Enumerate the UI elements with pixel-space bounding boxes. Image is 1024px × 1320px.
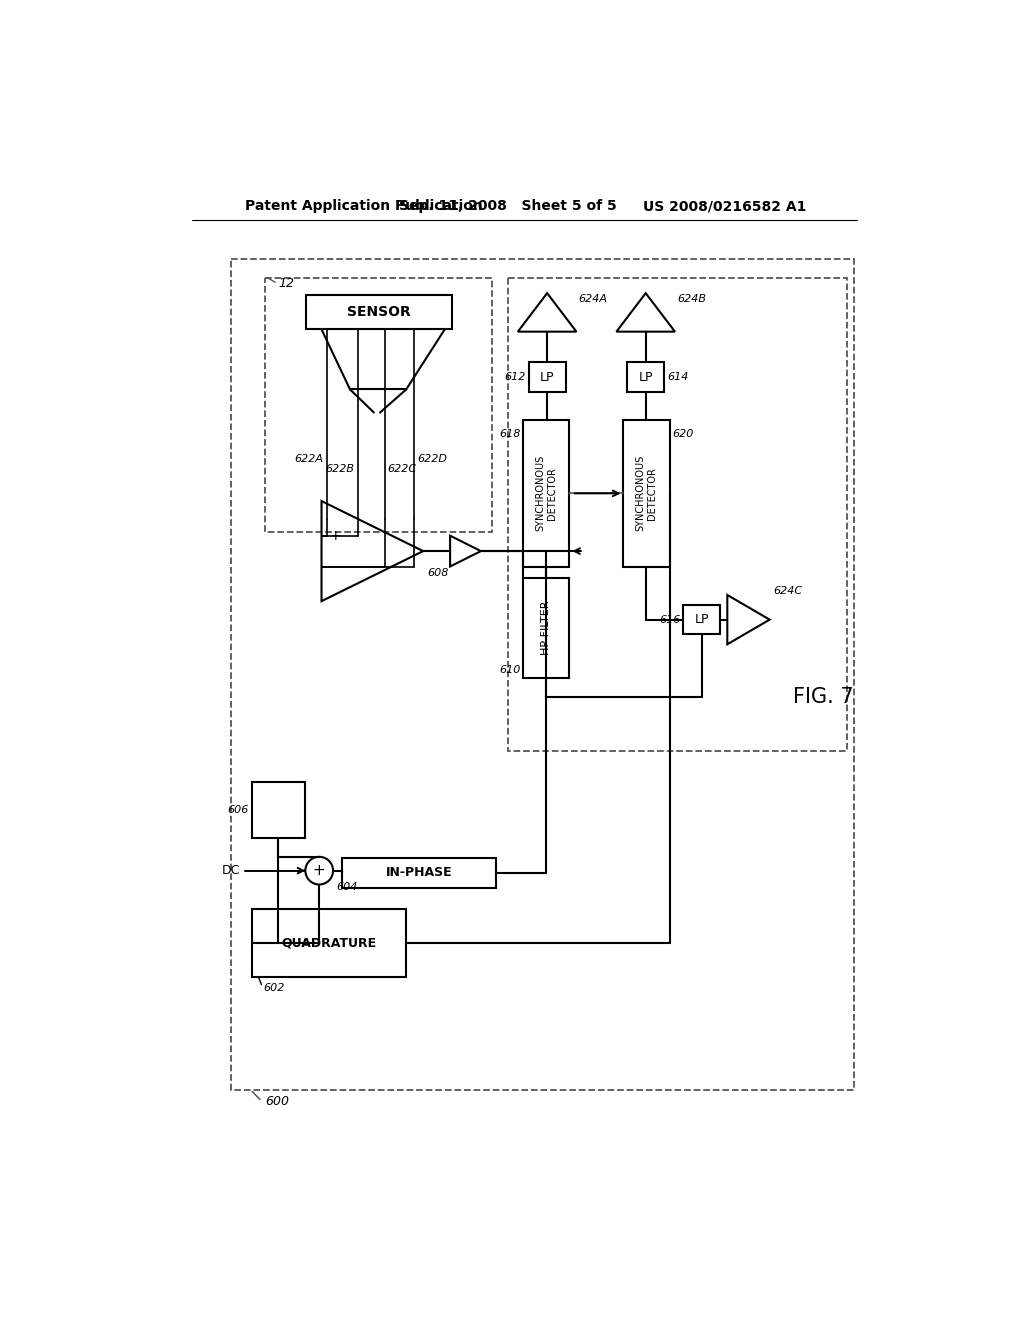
Text: IN-PHASE: IN-PHASE xyxy=(386,866,453,879)
Text: Sep. 11, 2008   Sheet 5 of 5: Sep. 11, 2008 Sheet 5 of 5 xyxy=(399,199,616,213)
Text: 624A: 624A xyxy=(579,294,607,305)
Text: 624C: 624C xyxy=(773,586,803,597)
Text: 610: 610 xyxy=(499,665,520,676)
Text: 602: 602 xyxy=(264,982,285,993)
Text: 604: 604 xyxy=(336,882,357,892)
FancyBboxPatch shape xyxy=(523,420,569,566)
FancyBboxPatch shape xyxy=(252,781,304,837)
Text: FIG. 7: FIG. 7 xyxy=(793,688,853,708)
Text: 616: 616 xyxy=(659,615,680,624)
Text: LP: LP xyxy=(540,371,554,384)
Text: +: + xyxy=(313,863,326,878)
Text: 622A: 622A xyxy=(294,454,323,463)
Text: QUADRATURE: QUADRATURE xyxy=(282,936,377,949)
Text: 618: 618 xyxy=(499,429,520,440)
Text: DC: DC xyxy=(221,865,240,878)
Text: 622D: 622D xyxy=(417,454,447,463)
Text: -: - xyxy=(333,560,338,573)
Text: 622C: 622C xyxy=(387,465,416,474)
Text: 624B: 624B xyxy=(677,294,707,305)
Text: 608: 608 xyxy=(427,568,449,578)
FancyBboxPatch shape xyxy=(528,363,565,392)
Text: SENSOR: SENSOR xyxy=(347,305,412,319)
Text: LP: LP xyxy=(694,612,710,626)
Text: 620: 620 xyxy=(673,429,694,440)
FancyBboxPatch shape xyxy=(252,909,407,977)
FancyBboxPatch shape xyxy=(628,363,665,392)
Text: Patent Application Publication: Patent Application Publication xyxy=(245,199,482,213)
FancyBboxPatch shape xyxy=(342,858,497,888)
Text: HP FILTER: HP FILTER xyxy=(542,601,551,655)
Text: 614: 614 xyxy=(668,372,688,381)
Text: US 2008/0216582 A1: US 2008/0216582 A1 xyxy=(643,199,807,213)
Text: SYNCHRONOUS
DETECTOR: SYNCHRONOUS DETECTOR xyxy=(536,455,557,532)
FancyBboxPatch shape xyxy=(306,296,453,330)
Text: 622B: 622B xyxy=(326,465,354,474)
Text: 600: 600 xyxy=(265,1096,290,1109)
Text: SYNCHRONOUS
DETECTOR: SYNCHRONOUS DETECTOR xyxy=(636,455,657,532)
Text: 606: 606 xyxy=(227,805,249,814)
Text: LP: LP xyxy=(638,371,653,384)
Text: 12: 12 xyxy=(279,277,295,290)
Text: +: + xyxy=(330,529,341,543)
FancyBboxPatch shape xyxy=(624,420,670,566)
FancyBboxPatch shape xyxy=(683,605,720,635)
Text: 612: 612 xyxy=(504,372,525,381)
FancyBboxPatch shape xyxy=(523,578,569,678)
